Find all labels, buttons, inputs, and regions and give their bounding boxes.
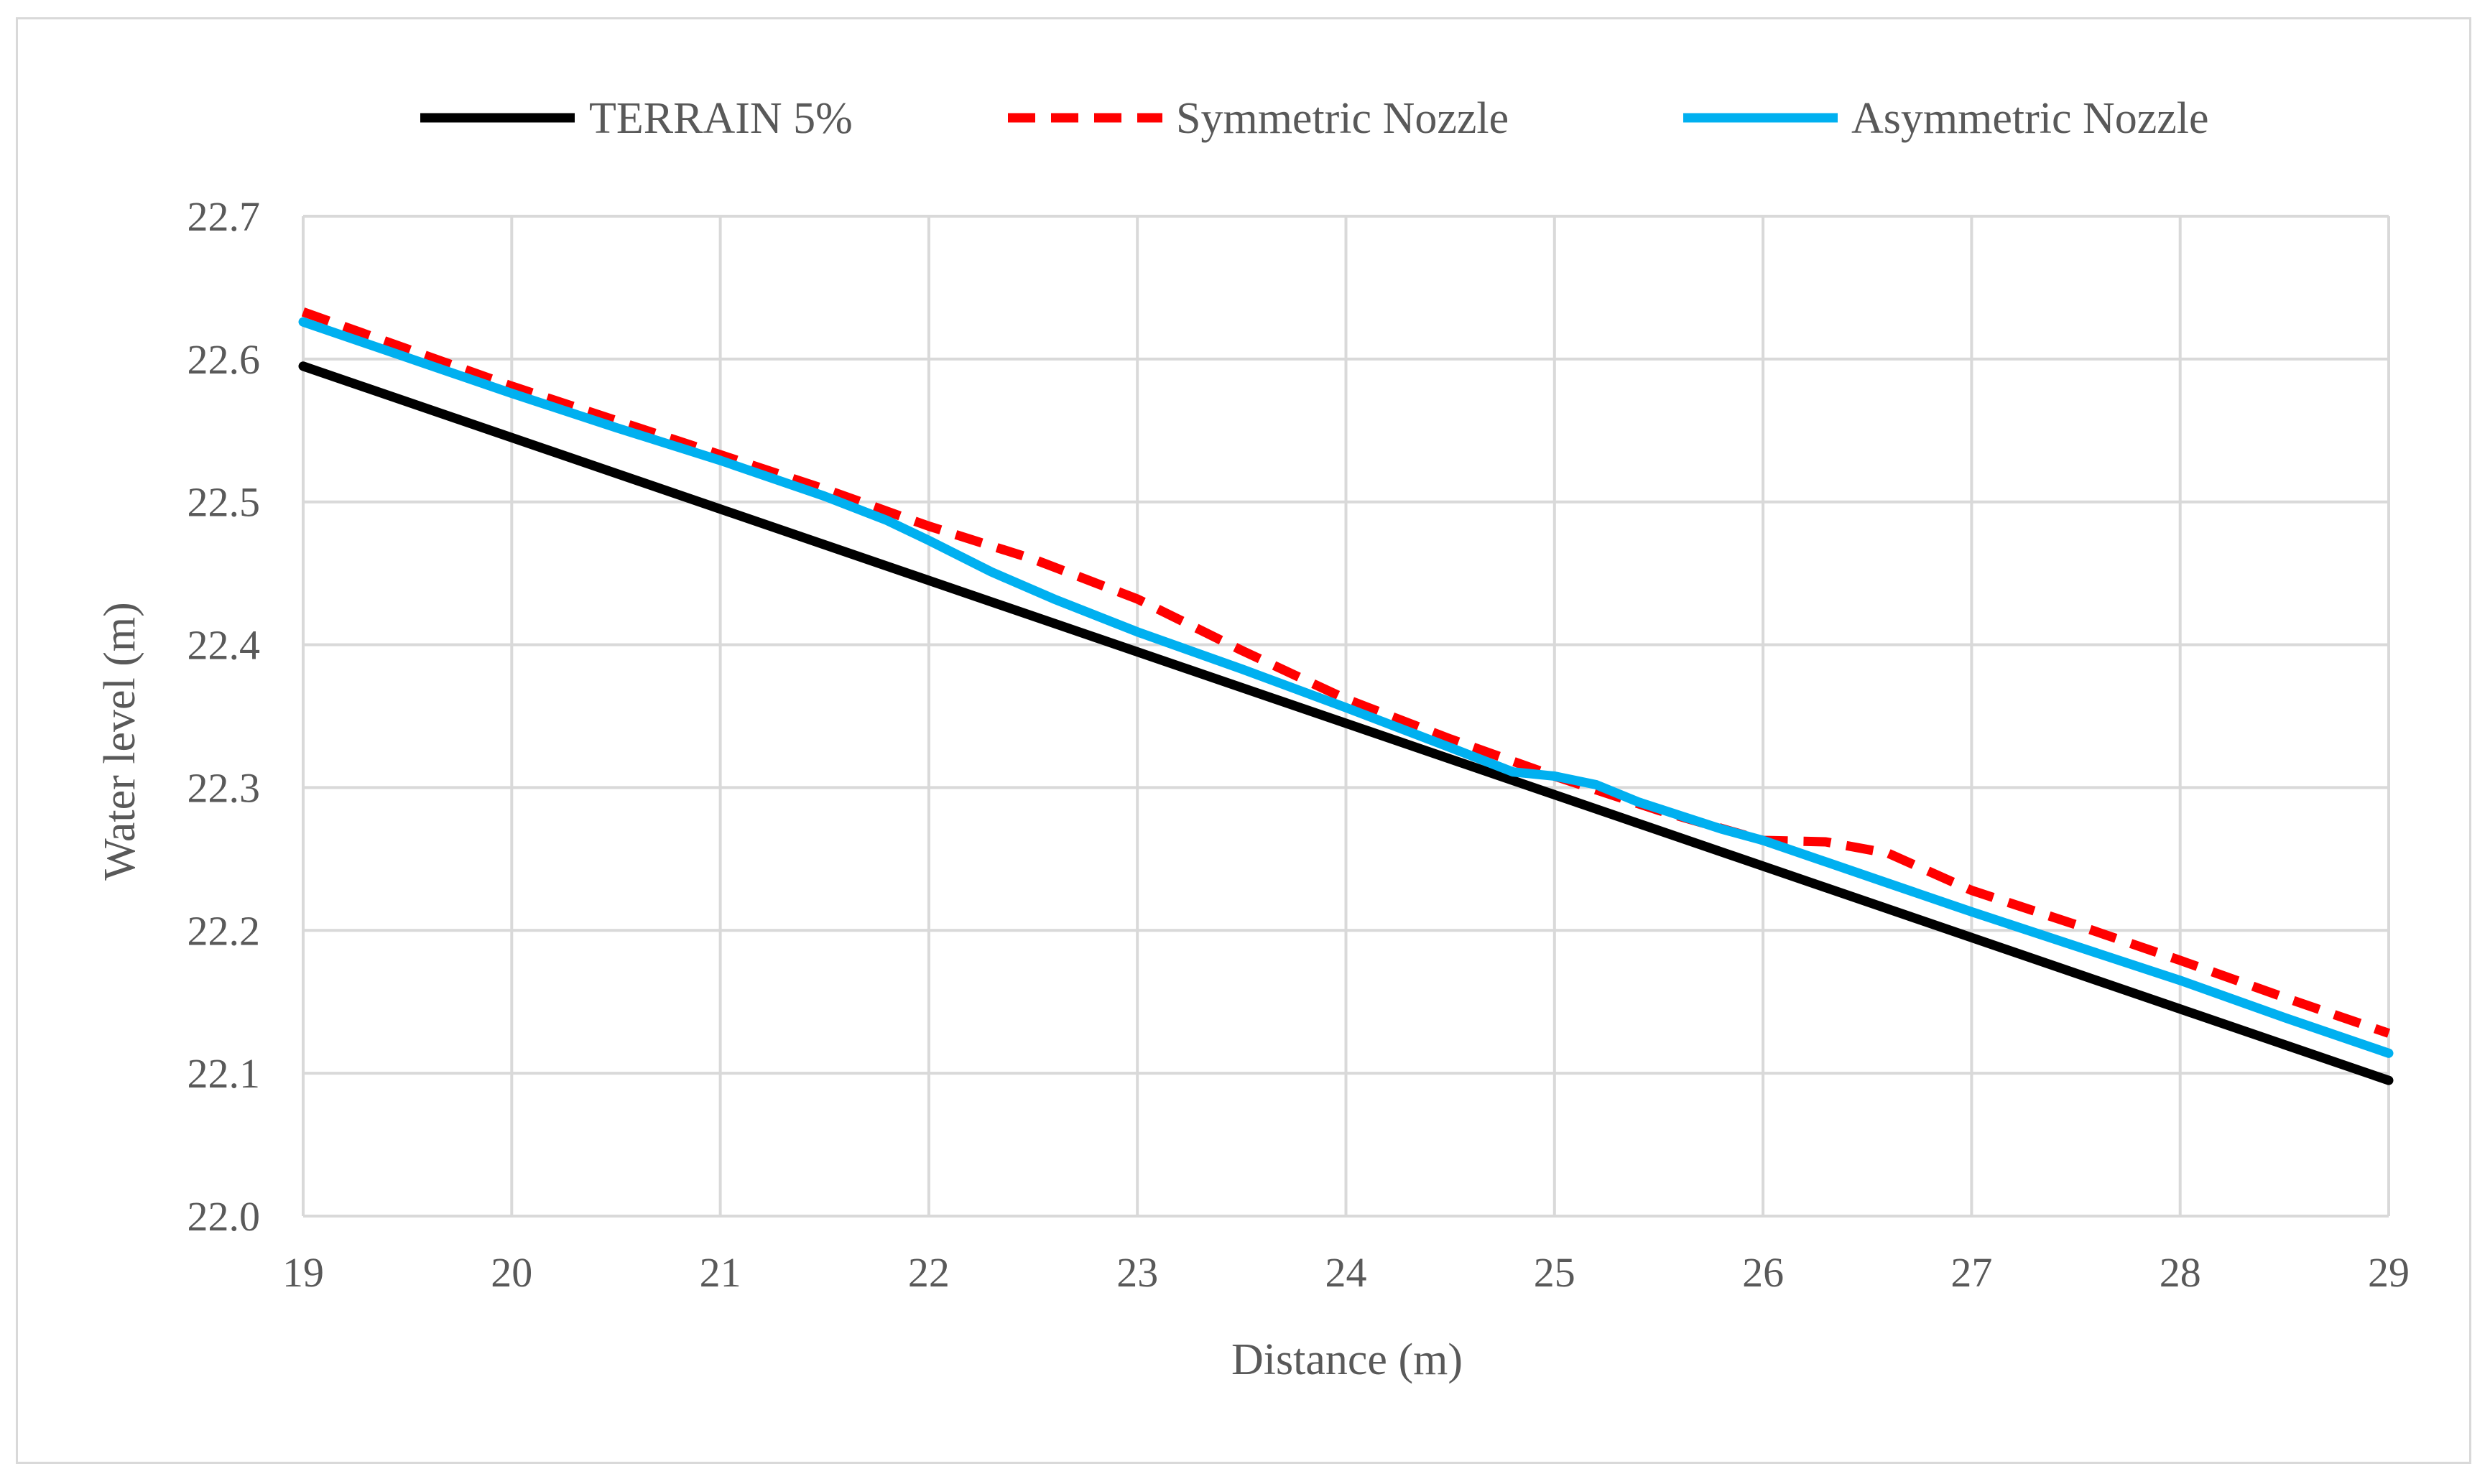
legend: TERRAIN 5% Symmetric Nozzle Asymmetric N… [420, 94, 2209, 143]
y-axis-title: Water level (m) [96, 602, 144, 880]
series-terrain-5-line [298, 361, 2394, 1085]
y-tick-label: 22.2 [188, 907, 261, 954]
y-axis-ticks: 22.0 22.1 22.2 22.3 22.4 22.5 22.6 22.7 [188, 193, 261, 1240]
x-tick-label: 23 [1116, 1249, 1158, 1296]
line-chart: 22.0 22.1 22.2 22.3 22.4 22.5 22.6 22.7 19 20 21 2… [96, 94, 2410, 1384]
series-symmetric-nozzle-line [301, 307, 2391, 1038]
legend-label-symmetric-nozzle: Symmetric Nozzle [1176, 94, 1509, 143]
x-tick-label: 20 [491, 1249, 532, 1296]
x-tick-label: 19 [282, 1249, 324, 1296]
y-tick-label: 22.7 [188, 193, 261, 240]
x-tick-label: 21 [700, 1249, 741, 1296]
y-tick-label: 22.0 [188, 1193, 261, 1240]
x-axis-title: Distance (m) [1231, 1335, 1463, 1384]
y-tick-label: 22.5 [188, 479, 261, 526]
series-asymmetric-nozzle-line [298, 317, 2394, 1058]
legend-label-terrain: TERRAIN 5% [589, 94, 853, 143]
legend-label-asymmetric-nozzle: Asymmetric Nozzle [1851, 94, 2209, 143]
x-tick-label: 28 [2160, 1249, 2201, 1296]
x-tick-label: 27 [1950, 1249, 1992, 1296]
chart-frame: 22.0 22.1 22.2 22.3 22.4 22.5 22.6 22.7 19 20 21 2… [16, 17, 2471, 1464]
gridlines [302, 215, 2390, 1218]
y-tick-label: 22.6 [188, 336, 261, 383]
x-axis-ticks: 19 20 21 22 23 24 25 26 27 28 29 [282, 1249, 2410, 1296]
x-tick-label: 25 [1534, 1249, 1575, 1296]
x-tick-label: 29 [2368, 1249, 2410, 1296]
y-tick-label: 22.3 [188, 764, 261, 811]
series-lines [298, 307, 2394, 1085]
y-tick-label: 22.4 [188, 622, 261, 669]
x-tick-label: 26 [1742, 1249, 1784, 1296]
x-tick-label: 22 [908, 1249, 950, 1296]
x-tick-label: 24 [1325, 1249, 1367, 1296]
y-tick-label: 22.1 [188, 1050, 261, 1097]
